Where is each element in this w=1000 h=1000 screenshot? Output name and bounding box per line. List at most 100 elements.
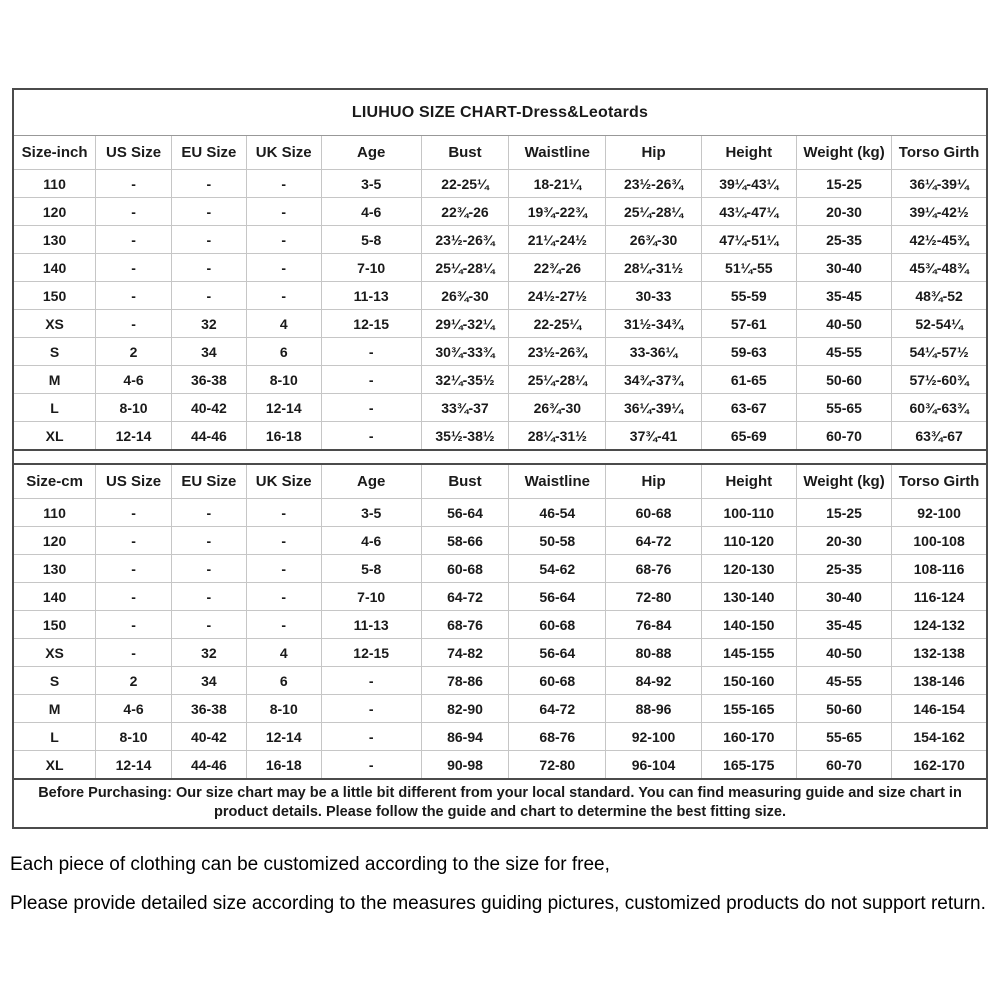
table-cell: 57-61 bbox=[700, 309, 797, 338]
table-cell: 36¼-39¼ bbox=[891, 169, 986, 198]
column-header: Age bbox=[320, 465, 422, 499]
table-row: 120- - -4-6 22¾-26 19¾-22¾ 25¼-28¼ 43¼-47¼ 20-3… bbox=[14, 197, 986, 226]
table-cell: 34 bbox=[170, 666, 247, 695]
table-cell: - bbox=[170, 610, 247, 639]
table-cell: 39¼-42½ bbox=[891, 197, 986, 226]
column-header: Hip bbox=[605, 465, 702, 499]
table-cell: 44-46 bbox=[170, 750, 247, 778]
table-cell: 8-10 bbox=[95, 393, 172, 422]
table-cell: 45-55 bbox=[795, 337, 893, 366]
table-cell: - bbox=[320, 365, 422, 394]
table-cell: 21¼-24½ bbox=[508, 225, 607, 254]
table-cell: - bbox=[245, 498, 322, 527]
purchase-note: Before Purchasing: Our size chart may be… bbox=[14, 778, 986, 827]
table-cell: 25¼-28¼ bbox=[420, 253, 510, 282]
table-row: 140- - -7-10 25¼-28¼ 22¾-26 28¼-31½ 51¼-55 30-4… bbox=[14, 253, 986, 282]
table-cell: 92-100 bbox=[891, 498, 986, 527]
column-header: Bust bbox=[420, 465, 510, 499]
table-cell: 40-42 bbox=[170, 722, 247, 751]
table-cell: 100-110 bbox=[700, 498, 797, 527]
table-cell: 64-72 bbox=[420, 582, 510, 611]
table-row: XL 12-14 44-46 16-18-35½-38½ 28¼-31½ 37¾-41 65… bbox=[14, 421, 986, 449]
table-cell: - bbox=[95, 253, 172, 282]
chart-title: LIUHUO SIZE CHART-Dress&Leotards bbox=[14, 90, 986, 136]
table-cell: 120 bbox=[14, 526, 97, 555]
column-header: Height bbox=[700, 465, 797, 499]
table-cell: - bbox=[245, 281, 322, 310]
table-row: 110- - -3-5 22-25¼ 18-21¼ 23½-26¾ 39¼-43¼ 15-25… bbox=[14, 169, 986, 198]
table-cell: 56-64 bbox=[420, 498, 510, 527]
table-cell: 55-59 bbox=[700, 281, 797, 310]
table-cell: 63-67 bbox=[700, 393, 797, 422]
table-cell: 6 bbox=[245, 337, 322, 366]
table-cell: 31½-34¾ bbox=[605, 309, 702, 338]
table-cell: 65-69 bbox=[700, 421, 797, 449]
table-cell: 12-14 bbox=[245, 722, 322, 751]
column-header: Bust bbox=[420, 136, 510, 170]
column-header: Weight (kg) bbox=[795, 136, 893, 170]
table-cell: - bbox=[245, 169, 322, 198]
table-cell: 54-62 bbox=[508, 554, 607, 583]
table-cell: - bbox=[170, 225, 247, 254]
table-cell: 150 bbox=[14, 281, 97, 310]
table-cell: 165-175 bbox=[700, 750, 797, 778]
table-cell: 39¼-43¼ bbox=[700, 169, 797, 198]
table-cell: 20-30 bbox=[795, 526, 893, 555]
table-cell: XL bbox=[14, 750, 97, 778]
table-cell: 56-64 bbox=[508, 638, 607, 667]
table-cell: 68-76 bbox=[420, 610, 510, 639]
table-cell: 60-68 bbox=[508, 610, 607, 639]
table-cell: XS bbox=[14, 638, 97, 667]
table-cell: 116-124 bbox=[891, 582, 986, 611]
table-row: XS -32 4 12-15 74-82 56-64 80-88 145-155 40-50 13… bbox=[14, 638, 986, 667]
table-cell: S bbox=[14, 666, 97, 695]
table-row: M 4-6 36-38 8-10-82-90 64-72 88-96 155-165 50-6… bbox=[14, 694, 986, 723]
table-cell: 16-18 bbox=[245, 750, 322, 778]
table-cell: 54¼-57½ bbox=[891, 337, 986, 366]
table-cell: 40-42 bbox=[170, 393, 247, 422]
table-cell: 146-154 bbox=[891, 694, 986, 723]
table-cell: 110 bbox=[14, 169, 97, 198]
table-cell: 5-8 bbox=[320, 554, 422, 583]
column-header: Size-inch bbox=[14, 136, 97, 170]
table-cell: 34 bbox=[170, 337, 247, 366]
table-cell: 32¼-35½ bbox=[420, 365, 510, 394]
table-cell: 25-35 bbox=[795, 554, 893, 583]
table-cell: XS bbox=[14, 309, 97, 338]
table-cell: L bbox=[14, 722, 97, 751]
table-cell: 36-38 bbox=[170, 694, 247, 723]
table-cell: 15-25 bbox=[795, 169, 893, 198]
table-cell: - bbox=[170, 253, 247, 282]
table-cell: - bbox=[245, 197, 322, 226]
table-cell: 12-14 bbox=[245, 393, 322, 422]
table-cell: 33-36¼ bbox=[605, 337, 702, 366]
table-cell: 78-86 bbox=[420, 666, 510, 695]
table-cell: 140 bbox=[14, 582, 97, 611]
table-row: 130- - -5-8 23½-26¾ 21¼-24½ 26¾-30 47¼-51¼ 25-3… bbox=[14, 225, 986, 254]
table-cell: 22¾-26 bbox=[420, 197, 510, 226]
table-cell: - bbox=[245, 582, 322, 611]
table-cell: 32 bbox=[170, 309, 247, 338]
table-cell: - bbox=[95, 554, 172, 583]
table-cell: 22-25¼ bbox=[420, 169, 510, 198]
table-cell: - bbox=[320, 722, 422, 751]
table-cell: 40-50 bbox=[795, 309, 893, 338]
table-cell: 60-70 bbox=[795, 421, 893, 449]
table-cell: 55-65 bbox=[795, 722, 893, 751]
table-cell: 86-94 bbox=[420, 722, 510, 751]
table-cell: 60-68 bbox=[605, 498, 702, 527]
table-cell: 108-116 bbox=[891, 554, 986, 583]
table-row: XL 12-14 44-46 16-18-90-98 72-80 96-104 165-17… bbox=[14, 750, 986, 778]
table-row: 120- - -4-6 58-66 50-58 64-72 110-120 20-30 100-… bbox=[14, 526, 986, 555]
table-cell: 7-10 bbox=[320, 582, 422, 611]
table-cell: - bbox=[245, 225, 322, 254]
table-cell: - bbox=[320, 694, 422, 723]
table-cell: 60¾-63¾ bbox=[891, 393, 986, 422]
table-cell: 18-21¼ bbox=[508, 169, 607, 198]
table-row: S 2 34 6-78-86 60-68 84-92 150-160 45-55 138-146 bbox=[14, 666, 986, 695]
table-cell: 68-76 bbox=[605, 554, 702, 583]
table-cell: 37¾-41 bbox=[605, 421, 702, 449]
table-cell: 120 bbox=[14, 197, 97, 226]
table-cell: 140 bbox=[14, 253, 97, 282]
table-cell: 63¾-67 bbox=[891, 421, 986, 449]
